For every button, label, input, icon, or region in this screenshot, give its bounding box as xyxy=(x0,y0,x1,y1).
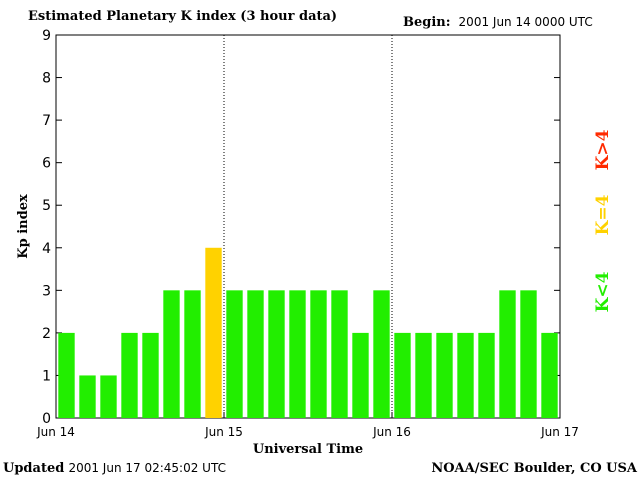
updated-timestamp: Updated 2001 Jun 17 02:45:02 UTC xyxy=(3,461,226,476)
kp-bar xyxy=(394,332,411,418)
y-tick-label: 9 xyxy=(42,28,51,44)
kp-bar xyxy=(520,290,537,418)
x-axis-label: Universal Time xyxy=(253,442,363,457)
kp-bar xyxy=(58,332,75,418)
y-tick-label: 5 xyxy=(42,198,51,214)
kp-bar xyxy=(373,290,390,418)
kp-bar xyxy=(79,375,96,418)
updated-label: Updated xyxy=(3,461,65,476)
x-tick-label: Jun 17 xyxy=(540,425,579,439)
x-tick-label: Jun 14 xyxy=(36,425,75,439)
y-tick-label: 1 xyxy=(42,368,51,384)
legend-entry: K=4 xyxy=(593,194,613,235)
kp-bar xyxy=(352,332,369,418)
kp-bar xyxy=(184,290,201,418)
kp-bar xyxy=(121,332,138,418)
kp-bar xyxy=(142,332,159,418)
kp-bar xyxy=(100,375,117,418)
kp-bar xyxy=(436,332,453,418)
kp-bar xyxy=(226,290,243,418)
kp-bar xyxy=(289,290,306,418)
y-tick-label: 3 xyxy=(42,283,51,299)
kp-bar xyxy=(331,290,348,418)
kp-bar xyxy=(457,332,474,418)
begin-label: Begin: xyxy=(403,15,451,30)
kp-bar xyxy=(478,332,495,418)
updated-value: 2001 Jun 17 02:45:02 UTC xyxy=(68,461,226,475)
plot-frame xyxy=(55,34,561,419)
kp-bar xyxy=(499,290,516,418)
x-tick-label: Jun 16 xyxy=(372,425,411,439)
legend-entry: K<4 xyxy=(593,271,613,312)
begin-value: 2001 Jun 14 0000 UTC xyxy=(458,15,593,29)
y-tick-label: 7 xyxy=(42,113,51,129)
credit-text: NOAA/SEC Boulder, CO USA xyxy=(431,461,637,476)
kp-bar xyxy=(310,290,327,418)
y-tick-label: 4 xyxy=(42,241,51,257)
y-tick-label: 8 xyxy=(42,71,51,87)
chart-title: Estimated Planetary K index (3 hour data… xyxy=(28,9,338,24)
y-tick-label: 0 xyxy=(42,411,51,427)
kp-bar xyxy=(163,290,180,418)
kp-bar xyxy=(247,290,264,418)
kp-bar xyxy=(205,247,222,418)
begin-timestamp: Begin: 2001 Jun 14 0000 UTC xyxy=(403,15,593,30)
kp-bar xyxy=(268,290,285,418)
y-tick-label: 6 xyxy=(42,156,51,172)
x-tick-label: Jun 15 xyxy=(204,425,243,439)
y-tick-label: 2 xyxy=(42,326,51,342)
legend-entry: K>4 xyxy=(593,129,613,170)
kp-bar xyxy=(415,332,432,418)
kp-bar xyxy=(541,332,558,418)
y-axis-label: Kp index xyxy=(16,194,31,259)
